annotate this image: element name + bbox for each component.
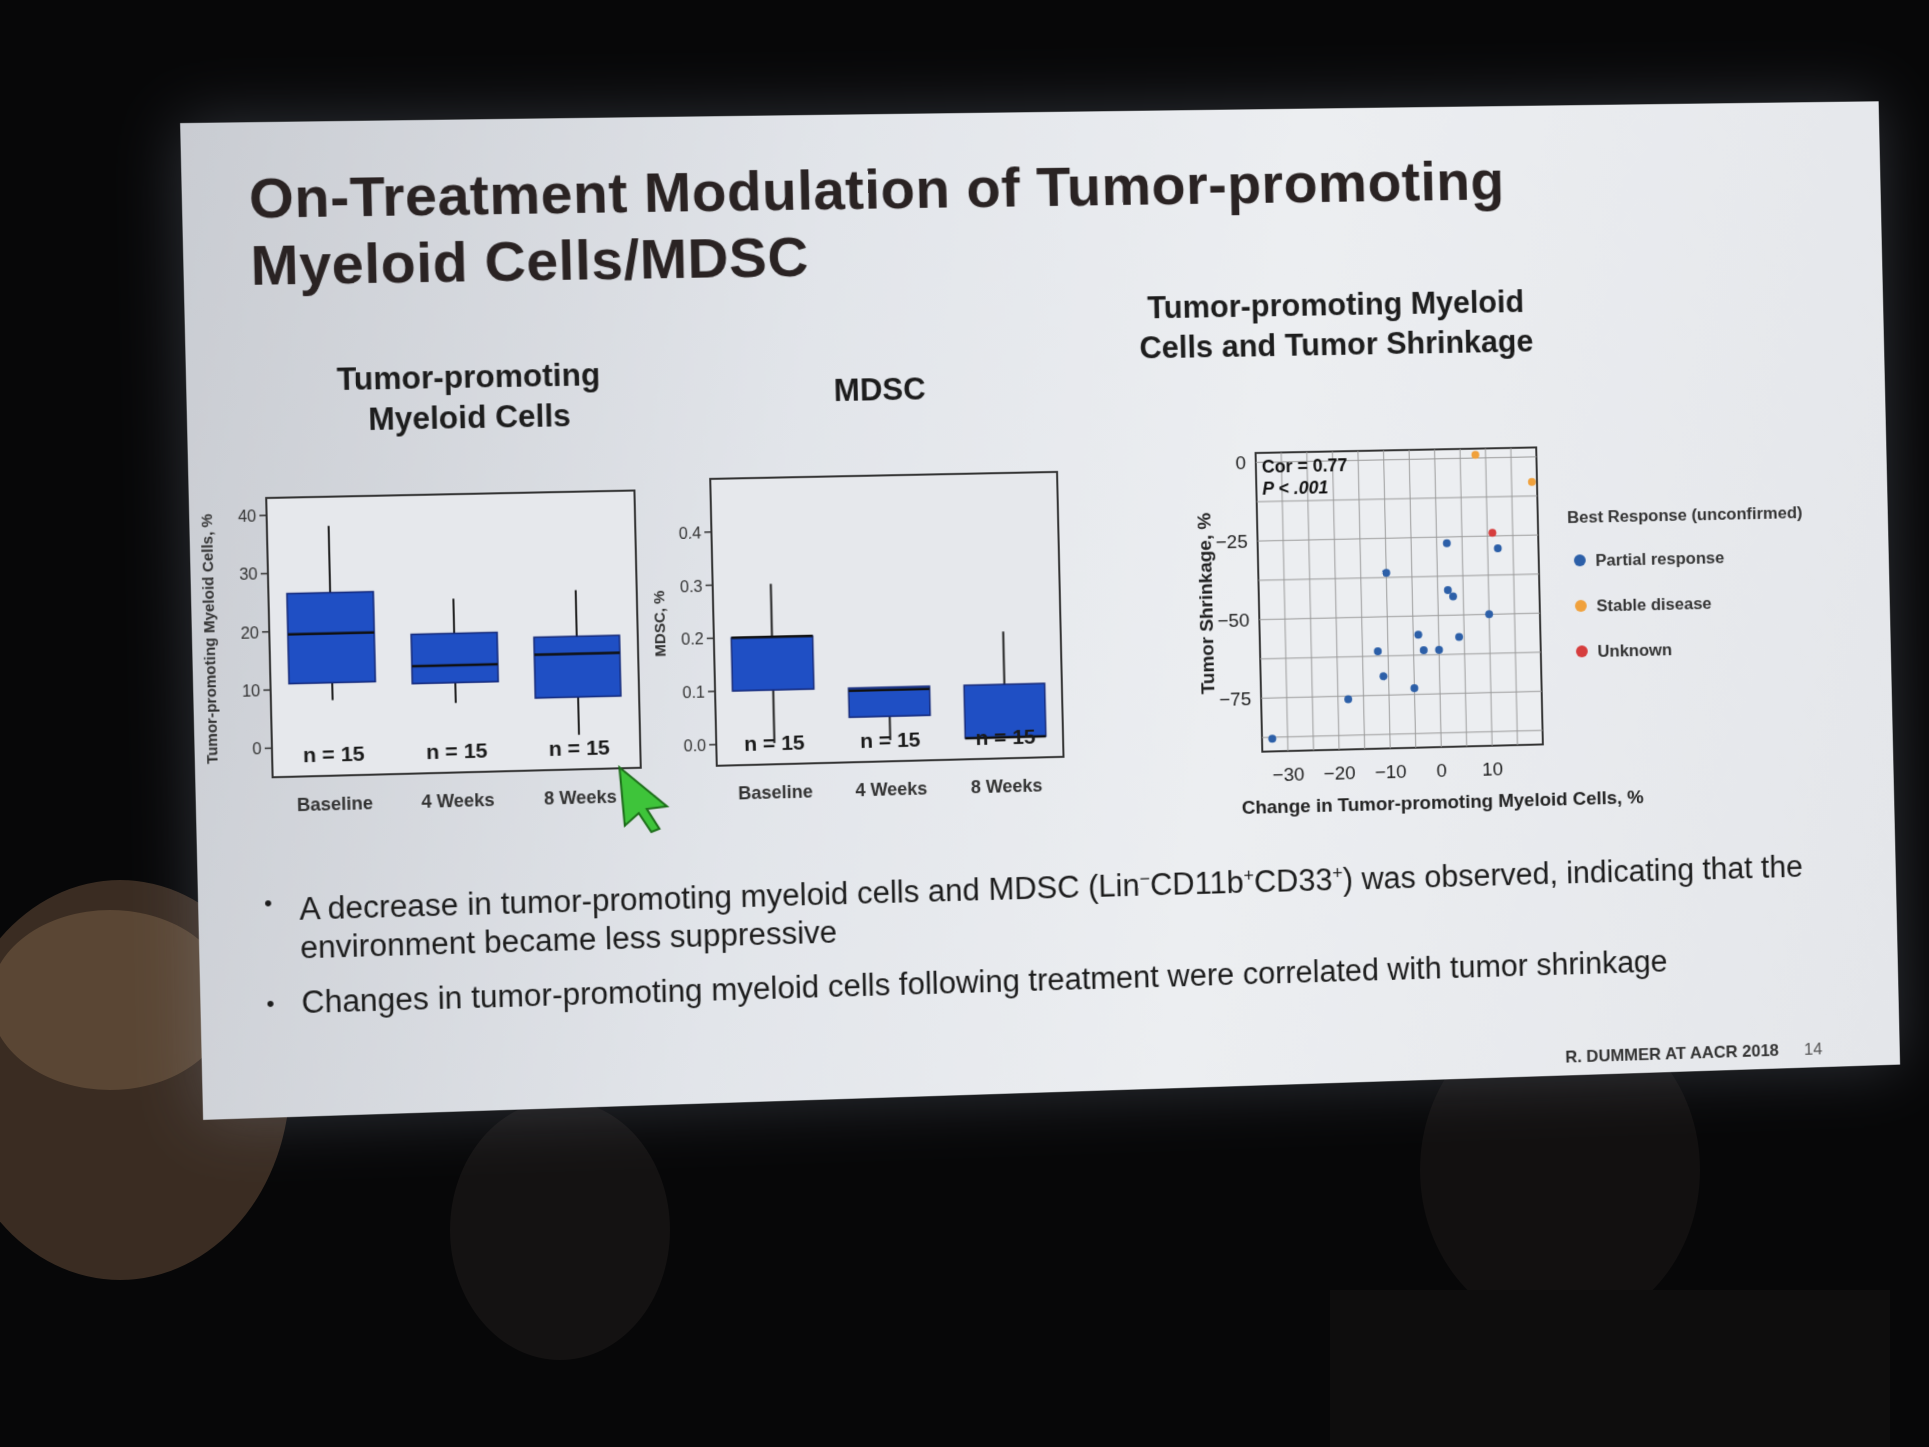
y-tick-label: 0 (1235, 454, 1246, 475)
slide-footer: R. DUMMER AT AACR 2018 14 (1565, 1040, 1823, 1068)
legend-title: Best Response (unconfirmed) (1567, 502, 1803, 527)
box-3 (534, 635, 621, 698)
n-label: n = 15 (744, 731, 805, 755)
presentation-slide: On-Treatment Modulation of Tumor-promoti… (180, 101, 1900, 1120)
x-category-label: 8 Weeks (544, 787, 617, 809)
y-tick-label: 0.2 (681, 631, 704, 650)
y-tick-label: 0.3 (680, 577, 703, 595)
bullet-dot: • (266, 985, 275, 1024)
legend-swatch (1575, 600, 1587, 612)
n-label: n = 15 (860, 729, 921, 753)
x-tick-label: −10 (1375, 762, 1407, 784)
legend-swatch (1574, 554, 1586, 566)
x-category-label: Baseline (297, 793, 373, 815)
x-tick-label: −30 (1272, 765, 1304, 787)
chart3-scatter-plot: −30 −20 −10 0 10 0 −25 −50 −75 Change in Tumor-pr… (1081, 397, 1856, 831)
y-tick-label: −25 (1216, 532, 1248, 553)
audience-shoulders-right (1330, 1290, 1890, 1447)
y-tick-label: 30 (239, 566, 258, 585)
y-axis-label: Tumor-promoting Myeloid Cells, % (199, 513, 222, 764)
y-tick-label: 0.0 (683, 737, 706, 756)
y-axis-label: MDSC, % (651, 590, 670, 657)
legend-label: Unknown (1597, 639, 1672, 660)
x-tick-label: −20 (1324, 763, 1356, 785)
y-tick-label: 40 (238, 508, 257, 527)
n-label: n = 15 (548, 736, 610, 761)
annotation-p-value: P < .001 (1262, 478, 1329, 499)
n-label: n = 15 (975, 726, 1036, 750)
chart2-title: MDSC (698, 367, 1061, 414)
chart3-title: Tumor-promoting Myeloid Cells and Tumor … (1113, 282, 1559, 369)
y-tick-label: 0 (252, 740, 262, 758)
box-1 (287, 592, 375, 684)
bullet-list: • A decrease in tumor-promoting myeloid … (260, 840, 1841, 1040)
legend-label: Stable disease (1596, 593, 1711, 615)
audience-hair-left (0, 910, 230, 1090)
x-axis-label: Change in Tumor-promoting Myeloid Cells,… (1242, 787, 1644, 819)
x-category-label: 8 Weeks (971, 776, 1043, 798)
page-number: 14 (1804, 1040, 1823, 1059)
annotation-correlation: Cor = 0.77 (1262, 455, 1348, 476)
footer-credit: R. DUMMER AT AACR 2018 (1565, 1041, 1779, 1067)
n-label: n = 15 (426, 739, 488, 764)
x-category-label: 4 Weeks (855, 779, 927, 801)
x-category-label: Baseline (738, 782, 813, 803)
slide-title: On-Treatment Modulation of Tumor-promoti… (248, 143, 1829, 299)
x-tick-label: 10 (1482, 759, 1503, 780)
y-tick-label: 20 (240, 624, 259, 643)
box-2 (411, 632, 498, 683)
x-tick-label: 0 (1436, 761, 1447, 782)
legend-label: Partial response (1595, 547, 1724, 569)
y-tick-label: 0.1 (682, 684, 705, 703)
y-tick-label: 0.4 (679, 524, 702, 542)
n-label: n = 15 (303, 743, 366, 768)
x-category-label: 4 Weeks (421, 790, 495, 812)
mouse-cursor (615, 762, 678, 834)
bullet-dot: • (264, 884, 273, 923)
y-tick-label: 10 (242, 682, 261, 701)
audience-head-center (450, 1100, 670, 1360)
chart2-box-plot: 0.0 0.1 0.2 0.3 0.4 MDSC, % n = 15 Baseline n = … (638, 412, 1069, 803)
y-axis-label: Tumor Shrinkage, % (1195, 513, 1220, 695)
box-1 (731, 636, 813, 691)
y-tick-label: −50 (1217, 611, 1249, 632)
y-tick-label: −75 (1219, 690, 1251, 712)
legend-swatch (1576, 645, 1588, 657)
chart1-box-plot: 0 10 20 30 40 Tumor-promoting Myeloid Cells, … (187, 420, 646, 815)
